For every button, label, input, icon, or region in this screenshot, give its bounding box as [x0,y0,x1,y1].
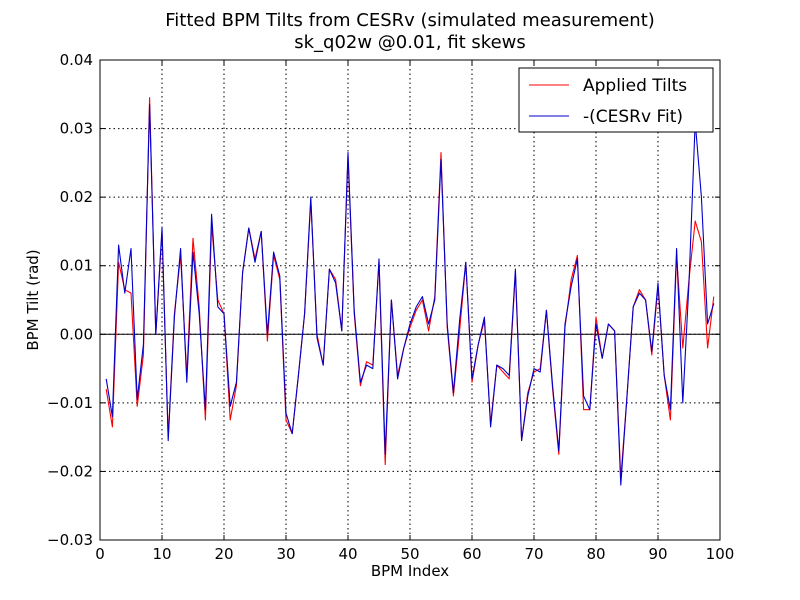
y-tick-label: −0.01 [47,394,93,412]
y-tick-label: 0.01 [60,257,93,275]
x-axis-label: BPM Index [371,562,449,580]
grid [100,60,720,540]
x-tick-label: 20 [214,545,233,563]
x-tick-label: 30 [276,545,295,563]
y-tick-label: 0.00 [60,325,93,343]
y-tick-label: −0.02 [47,462,93,480]
x-tick-label: 10 [152,545,171,563]
x-tick-label: 80 [586,545,605,563]
legend-box [518,67,714,133]
chart-title: Fitted BPM Tilts from CESRv (simulated m… [165,10,655,31]
y-tick-label: 0.02 [60,188,93,206]
x-tick-label: 70 [524,545,543,563]
y-tick-label: 0.03 [60,120,93,138]
series-line-cesrv-fit [105,104,715,486]
x-tick-label: 90 [648,545,667,563]
legend-label-cesrv-fit: -(CESRv Fit) [583,107,683,127]
series-group [105,97,715,486]
x-tick-label: 60 [462,545,481,563]
chart-subtitle: sk_q02w @0.01, fit skews [294,32,526,53]
x-tick-label: 50 [400,545,419,563]
y-tick-label: −0.03 [47,531,93,549]
x-tick-label: 0 [95,545,105,563]
tick-labels: 0 10 20 30 40 50 60 70 80 90 100 −0.03 −0.02 −0.01 0.0… [47,51,734,563]
ticks [99,59,721,541]
legend: Applied Tilts -(CESRv Fit) [518,67,714,133]
x-tick-label: 100 [706,545,735,563]
y-axis-label: BPM Tilt (rad) [24,249,42,350]
x-tick-label: 40 [338,545,357,563]
legend-label-applied-tilts: Applied Tilts [583,76,687,96]
y-tick-label: 0.04 [60,51,93,69]
